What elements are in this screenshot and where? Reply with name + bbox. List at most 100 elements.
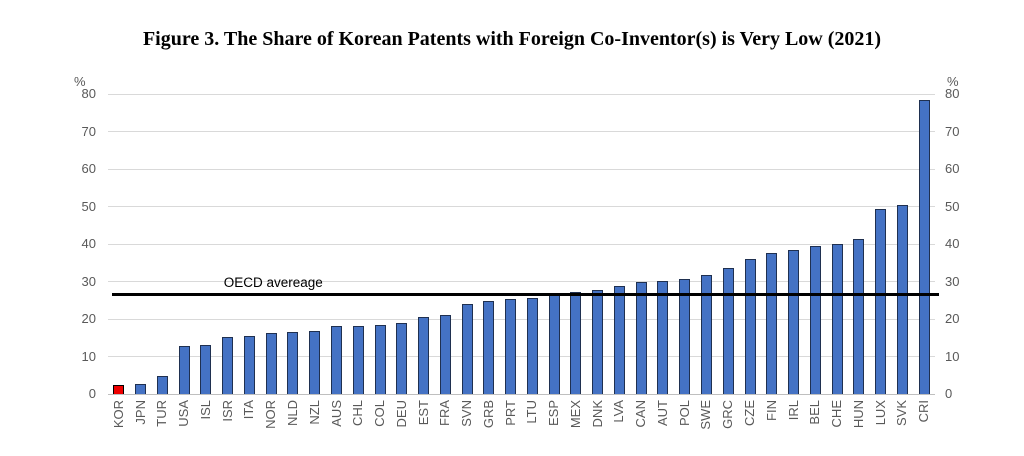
x-axis-label-isr: ISR xyxy=(219,400,235,422)
x-axis-label-fin: FIN xyxy=(763,400,779,421)
x-axis-label-usa: USA xyxy=(176,400,192,427)
y-axis-unit-left: % xyxy=(74,74,86,89)
x-axis-label-esp: ESP xyxy=(546,400,562,427)
bar-grc xyxy=(722,268,734,394)
y-axis-tick-left-0: 0 xyxy=(88,386,96,401)
x-axis-label-lva: LVA xyxy=(611,400,627,423)
x-axis-label-can: CAN xyxy=(633,400,649,428)
gridline-60 xyxy=(108,168,935,170)
bar-ita xyxy=(243,335,255,394)
bar-lux xyxy=(875,209,887,394)
figure-title: Figure 3. The Share of Korean Patents wi… xyxy=(142,28,882,50)
x-axis-label-hun: HUN xyxy=(850,400,866,429)
bar-nzl xyxy=(309,330,321,394)
bar-fin xyxy=(766,253,778,394)
x-axis-label-nzl: NZL xyxy=(306,400,322,425)
bar-esp xyxy=(548,293,560,394)
x-axis-label-deu: DEU xyxy=(393,400,409,428)
y-axis-tick-left-30: 30 xyxy=(81,273,96,289)
bar-jpn xyxy=(135,383,147,394)
x-axis-label-che: CHE xyxy=(829,400,845,428)
bar-cri xyxy=(918,100,930,394)
x-axis-label-mex: MEX xyxy=(567,400,583,429)
x-axis-label-isl: ISL xyxy=(197,400,213,420)
y-axis-tick-right-70: 70 xyxy=(945,123,960,139)
gridline-20 xyxy=(108,318,935,320)
y-axis-tick-right-10: 10 xyxy=(945,348,960,364)
bar-prt xyxy=(505,298,517,394)
x-axis-label-svk: SVK xyxy=(894,400,910,427)
gridline-70 xyxy=(108,131,935,132)
x-axis-label-dnk: DNK xyxy=(589,400,605,428)
x-axis-label-col: COL xyxy=(372,400,388,427)
bar-aut xyxy=(657,280,669,394)
gridline-30 xyxy=(108,281,935,282)
y-axis-unit-right: % xyxy=(947,74,959,89)
x-axis-label-est: EST xyxy=(415,400,431,426)
bar-usa xyxy=(178,346,190,394)
x-axis-label-nor: NOR xyxy=(263,400,279,429)
x-axis-label-grc: GRC xyxy=(720,400,736,429)
bar-bel xyxy=(809,245,821,394)
y-axis-tick-right-30: 30 xyxy=(945,273,960,289)
x-axis-label-fra: FRA xyxy=(437,400,453,426)
x-axis-label-bel: BEL xyxy=(807,400,823,425)
bar-mex xyxy=(570,292,582,394)
x-axis-label-ita: ITA xyxy=(241,400,257,420)
bar-deu xyxy=(396,323,408,394)
y-axis-tick-left-40: 40 xyxy=(81,236,96,251)
bar-chl xyxy=(352,325,364,394)
x-axis-label-aut: AUT xyxy=(654,400,670,426)
gridline-50 xyxy=(108,206,935,207)
y-axis-tick-left-60: 60 xyxy=(81,161,96,176)
x-axis-label-pol: POL xyxy=(676,400,692,427)
x-axis-label-svn: SVN xyxy=(459,400,475,427)
bar-grb xyxy=(483,301,495,394)
x-axis-label-irl: IRL xyxy=(785,400,801,421)
bar-cze xyxy=(744,259,756,394)
y-axis-tick-right-80: 80 xyxy=(945,86,960,101)
x-axis-label-aus: AUS xyxy=(328,400,344,427)
bar-tur xyxy=(156,376,168,394)
bar-kor xyxy=(113,385,125,394)
oecd-average-label: OECD avereage xyxy=(223,274,323,290)
x-axis-label-prt: PRT xyxy=(502,400,518,426)
x-axis-label-jpn: JPN xyxy=(132,400,148,425)
bar-nor xyxy=(265,333,277,394)
y-axis-tick-left-20: 20 xyxy=(81,311,96,326)
bar-can xyxy=(635,282,647,394)
bar-svn xyxy=(461,304,473,394)
gridline-10 xyxy=(108,356,935,357)
bar-svk xyxy=(896,204,908,394)
bar-est xyxy=(418,316,430,394)
y-axis-tick-left-50: 50 xyxy=(81,198,96,214)
x-axis-label-swe: SWE xyxy=(698,400,714,430)
x-axis-label-tur: TUR xyxy=(154,400,170,427)
bar-hun xyxy=(853,239,865,394)
x-axis-label-chl: CHL xyxy=(350,400,366,427)
plot-area: % % OECD avereage 0 0 10 10 20 20 30 30 40 40 50 50… xyxy=(74,75,959,430)
bar-aus xyxy=(331,325,342,394)
oecd-average-line xyxy=(112,293,940,297)
x-axis-label-nld: NLD xyxy=(284,400,300,427)
y-axis-tick-right-20: 20 xyxy=(945,311,960,326)
bar-isl xyxy=(200,344,212,394)
bar-che xyxy=(831,244,843,394)
bar-dnk xyxy=(592,289,604,394)
bar-col xyxy=(374,325,386,394)
bar-swe xyxy=(700,274,712,394)
gridline-80 xyxy=(108,93,935,95)
x-axis-label-cri: CRI xyxy=(916,400,932,423)
x-axis-label-grb: GRB xyxy=(480,400,496,429)
x-axis-label-cze: CZE xyxy=(742,400,757,426)
x-axis-label-lux: LUX xyxy=(872,400,888,426)
y-axis-tick-right-0: 0 xyxy=(945,386,953,401)
bar-fra xyxy=(439,315,451,394)
x-axis-label-kor: KOR xyxy=(110,400,126,429)
x-axis-label-ltu: LTU xyxy=(524,400,540,424)
bar-irl xyxy=(788,250,800,394)
y-axis-tick-left-80: 80 xyxy=(81,86,96,101)
y-axis-tick-left-70: 70 xyxy=(81,123,96,139)
y-axis-tick-left-10: 10 xyxy=(81,348,96,364)
